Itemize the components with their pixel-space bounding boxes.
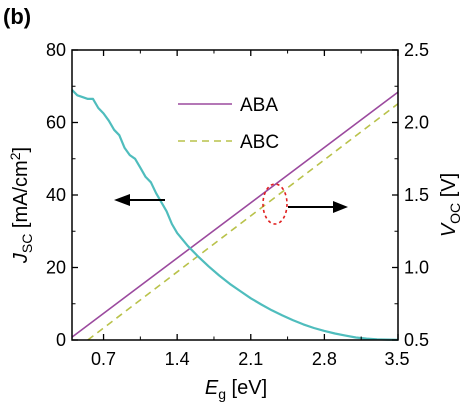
y-left-tick-label: 40 xyxy=(46,185,66,205)
x-axis-title-main: E xyxy=(205,377,219,399)
x-tick-label: 1.4 xyxy=(165,349,190,369)
x-axis-title-unit: [eV] xyxy=(226,377,267,399)
y-right-axis-title-unit: [V] xyxy=(438,173,460,203)
y-right-axis-title: VOC [V] xyxy=(438,173,463,237)
y-left-axis-title-close: ] xyxy=(10,147,32,153)
y-left-axis-title-main: J xyxy=(10,252,32,264)
y-left-axis-title-sup: 2 xyxy=(7,152,23,160)
x-tick-label: 2.1 xyxy=(238,349,263,369)
y-left-tick-label: 60 xyxy=(46,113,66,133)
plot-frame xyxy=(71,49,399,341)
legend-label-aba: ABA xyxy=(240,95,278,116)
series-line-abc xyxy=(87,103,399,341)
y-left-axis-title: JSC [mA/cm2] xyxy=(7,147,35,264)
y-right-axis-title-main: V xyxy=(438,222,460,237)
y-left-tick-label: 80 xyxy=(46,40,66,60)
series-line-aba xyxy=(71,91,399,338)
y-right-tick-label: 1.5 xyxy=(404,185,429,205)
left-arrow-head xyxy=(114,194,130,206)
legend-label-abc: ABC xyxy=(240,132,279,153)
y-left-tick-label: 20 xyxy=(46,258,66,278)
y-right-tick-label: 2.5 xyxy=(404,40,429,60)
y-right-tick-label: 2.0 xyxy=(404,113,429,133)
y-left-tick-label: 0 xyxy=(56,330,66,350)
x-axis-title: Eg [eV] xyxy=(205,377,267,402)
series-line-jsc xyxy=(71,89,399,341)
y-left-axis-title-sub: SC xyxy=(19,234,35,253)
right-arrow-head xyxy=(333,201,348,213)
x-axis-title-sub: g xyxy=(218,386,226,402)
x-tick-label: 0.7 xyxy=(91,349,116,369)
y-left-axis-title-unit: [mA/cm xyxy=(10,160,32,233)
x-tick-label: 2.8 xyxy=(312,349,337,369)
highlight-circle xyxy=(262,183,288,225)
x-tick-label: 3.5 xyxy=(384,349,409,369)
panel-label: (b) xyxy=(3,4,31,29)
y-right-tick-label: 0.5 xyxy=(404,330,429,350)
y-right-axis-title-sub: OC xyxy=(447,203,463,224)
y-right-tick-label: 1.0 xyxy=(404,258,429,278)
